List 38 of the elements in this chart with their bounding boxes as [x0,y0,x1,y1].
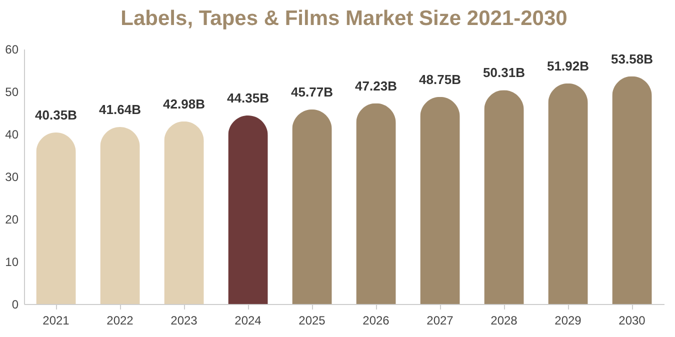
bar [100,127,140,304]
data-label: 51.92B [547,58,589,74]
bar [36,132,76,304]
x-tick-label: 2024 [234,314,262,328]
y-tick-label: 0 [12,298,19,312]
bar [356,103,396,304]
data-label: 47.23B [355,78,397,94]
x-tick-label: 2027 [426,314,454,328]
data-label: 41.64B [99,102,141,118]
x-tick-label: 2022 [106,314,134,328]
x-tick-label: 2025 [298,314,326,328]
bar [484,90,524,304]
data-label: 44.35B [227,90,269,106]
bar [164,121,204,304]
chart-title: Labels, Tapes & Films Market Size 2021-2030 [120,7,568,30]
x-tick-label: 2023 [170,314,198,328]
bar [548,83,588,304]
y-tick-label: 20 [5,212,19,226]
x-tick-label: 2026 [362,314,390,328]
bar [420,96,460,304]
y-tick-label: 50 [5,85,19,99]
y-tick-label: 10 [5,255,19,269]
x-tick-label: 2029 [554,314,582,328]
y-tick-label: 60 [5,42,19,56]
data-label: 40.35B [35,108,77,123]
data-label: 50.31B [483,65,525,80]
data-label: 53.58B [611,51,653,66]
x-tick-label: 2030 [618,314,646,328]
bar [292,109,332,304]
data-label: 48.75B [419,72,461,87]
bar [612,76,652,304]
y-tick-label: 30 [5,170,19,184]
data-label: 42.98B [163,96,205,112]
x-tick-label: 2028 [490,314,518,328]
y-tick-label: 40 [5,128,19,142]
data-label: 45.77B [291,84,333,100]
bar [228,116,268,304]
x-tick-label: 2021 [42,314,70,328]
